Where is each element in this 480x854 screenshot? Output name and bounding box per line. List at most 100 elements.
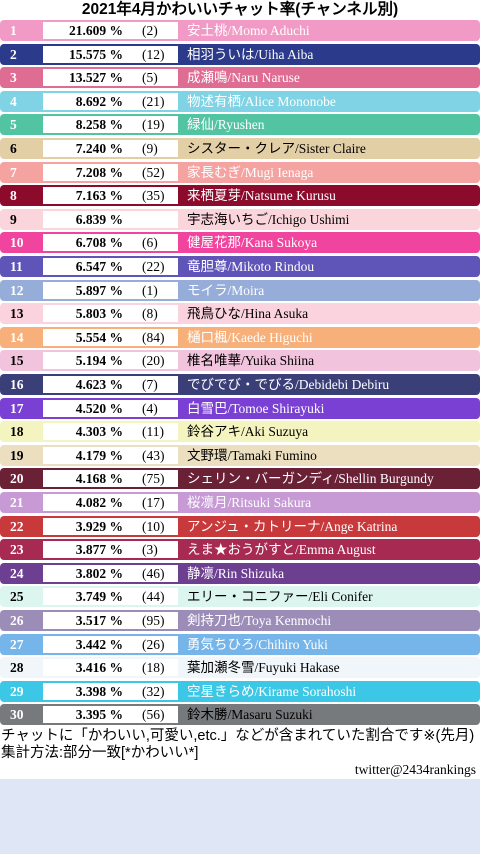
count-value: (20) (142, 353, 165, 369)
count-value: (9) (142, 141, 158, 156)
count-value: (95) (142, 613, 165, 628)
rank-number: 26 (10, 613, 24, 628)
channel-name: 椎名唯華/Yuika Shiina (187, 353, 315, 369)
channel-name: 白雪巴/Tomoe Shirayuki (187, 400, 325, 416)
rank-number: 10 (10, 235, 24, 251)
percent-value: 4.520 % (75, 400, 123, 416)
count-value: (4) (142, 400, 158, 416)
rank-number: 1 (10, 23, 17, 38)
table-row: 15 5.194 % (20) 椎名唯華/Yuika Shiina (0, 350, 480, 372)
count-value: (19) (142, 117, 165, 133)
value-cell: 7.240 % (9) (43, 140, 178, 157)
rank-number: 11 (10, 259, 23, 274)
percent-value: 4.179 % (75, 447, 123, 463)
table-row: 12 5.897 % (1) モイラ/Moira (0, 279, 480, 301)
channel-name: 竜胆尊/Mikoto Rindou (187, 259, 315, 274)
value-cell: 3.442 % (26) (43, 635, 178, 653)
count-value: (11) (142, 424, 164, 440)
channel-name: 宇志海いちご/Ichigo Ushimi (187, 211, 350, 227)
rank-number: 15 (10, 353, 24, 369)
channel-name: 静凛/Rin Shizuka (187, 565, 285, 581)
count-value: (8) (142, 306, 158, 322)
rank-number: 4 (10, 93, 17, 109)
percent-value: 5.194 % (75, 353, 123, 369)
rank-number: 23 (10, 542, 24, 558)
count-value: (35) (142, 188, 165, 204)
rank-number: 25 (10, 589, 24, 605)
table-row: 28 3.416 % (18) 葉加瀬冬雪/Fuyuki Hakase (0, 657, 480, 679)
percent-value: 7.208 % (75, 164, 123, 180)
count-value: (75) (142, 471, 165, 487)
value-cell: 3.416 % (18) (43, 659, 178, 677)
channel-name: シスター・クレア/Sister Claire (187, 141, 366, 156)
rank-number: 3 (10, 70, 17, 86)
table-row: 16 4.623 % (7) でびでび・でびる/Debidebi Debiru (0, 374, 480, 395)
table-row: 3 13.527 % (5) 成瀬鳴/Naru Naruse (0, 67, 480, 89)
percent-value: 3.398 % (75, 683, 123, 699)
percent-value: 3.877 % (75, 542, 123, 558)
table-row: 19 4.179 % (43) 文野環/Tamaki Fumino (0, 444, 480, 466)
table-row: 6 7.240 % (9) シスター・クレア/Sister Claire (0, 138, 480, 159)
channel-name: 勇気ちひろ/Chihiro Yuki (187, 636, 328, 652)
count-value: (1) (142, 282, 158, 298)
channel-name: 鈴谷アキ/Aki Suzuya (187, 424, 309, 440)
percent-value: 6.547 % (75, 259, 123, 274)
count-value: (44) (142, 589, 165, 605)
count-value: (7) (142, 377, 158, 392)
value-cell: 7.163 % (35) (43, 187, 178, 205)
table-row: 27 3.442 % (26) 勇気ちひろ/Chihiro Yuki (0, 633, 480, 655)
count-value: (22) (142, 259, 165, 274)
count-value: (12) (142, 46, 165, 62)
rank-number: 22 (10, 518, 24, 534)
note-method: 集計方法:部分一致[*かわいい*] (1, 745, 199, 761)
count-value: (56) (142, 707, 165, 723)
table-row: 8 7.163 % (35) 来栖夏芽/Natsume Kurusu (0, 185, 480, 207)
table-row: 10 6.708 % (6) 健屋花那/Kana Sukoya (0, 232, 480, 254)
rank-number: 12 (10, 282, 24, 298)
table-row: 21 4.082 % (17) 桜凛月/Ritsuki Sakura (0, 492, 480, 513)
channel-name: モイラ/Moira (187, 282, 265, 298)
table-row: 1 21.609 % (2) 安土桃/Momo Aduchi (0, 20, 480, 41)
percent-value: 13.527 % (69, 70, 123, 86)
channel-name: エリー・コニファー/Eli Conifer (187, 589, 373, 605)
table-row: 20 4.168 % (75) シェリン・バーガンディ/Shellin Burgund… (0, 468, 480, 490)
channel-name: 鈴木勝/Masaru Suzuki (187, 707, 313, 723)
value-cell: 5.897 % (1) (43, 281, 178, 299)
percent-value: 5.897 % (75, 282, 123, 298)
percent-value: 4.303 % (75, 424, 123, 440)
rank-number: 14 (10, 329, 24, 345)
percent-value: 7.163 % (75, 188, 123, 204)
channel-name: 物述有栖/Alice Mononobe (187, 93, 336, 109)
percent-value: 8.258 % (75, 117, 123, 133)
credit-handle: twitter@2434rankings (354, 762, 476, 777)
value-cell: 15.575 % (12) (43, 45, 178, 63)
percent-value: 3.749 % (75, 589, 123, 605)
percent-value: 5.554 % (75, 329, 123, 345)
rank-number: 21 (10, 495, 24, 510)
percent-value: 6.839 % (75, 211, 123, 227)
value-cell: 7.208 % (52) (43, 163, 178, 181)
channel-name: 飛鳥ひな/Hina Asuka (187, 306, 309, 322)
percent-value: 15.575 % (69, 46, 123, 62)
channel-name: 家長むぎ/Mugi Ienaga (187, 164, 314, 180)
value-cell: 21.609 % (2) (43, 22, 178, 39)
value-cell: 8.258 % (19) (43, 116, 178, 134)
percent-value: 3.929 % (75, 518, 123, 534)
value-cell: 6.547 % (22) (43, 258, 178, 275)
page-title: 2021年4月かわいいチャット率(チャンネル別) (81, 1, 399, 18)
count-value: (84) (142, 329, 165, 345)
percent-value: 21.609 % (69, 23, 123, 38)
channel-name: 成瀬鳴/Naru Naruse (187, 70, 300, 86)
channel-name: でびでび・でびる/Debidebi Debiru (187, 377, 390, 392)
value-cell: 6.708 % (6) (43, 234, 178, 252)
percent-value: 3.517 % (75, 613, 123, 628)
value-cell: 4.623 % (7) (43, 376, 178, 393)
rank-number: 5 (10, 117, 17, 133)
rank-number: 27 (10, 636, 24, 652)
rank-number: 28 (10, 660, 24, 676)
value-cell: 13.527 % (5) (43, 69, 178, 87)
channel-name: 葉加瀬冬雪/Fuyuki Hakase (187, 660, 340, 676)
percent-value: 8.692 % (75, 93, 123, 109)
count-value: (43) (142, 447, 165, 463)
rank-number: 17 (10, 400, 24, 416)
